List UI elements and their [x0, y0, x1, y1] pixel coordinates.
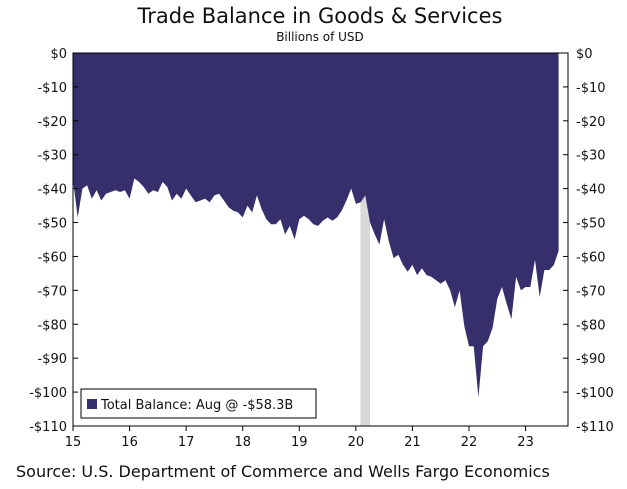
chart-title: Trade Balance in Goods & Services: [137, 4, 503, 28]
y-tick-label-left: -$90: [37, 352, 67, 367]
y-tick-label-right: -$60: [576, 250, 606, 265]
y-tick-label-right: -$90: [576, 352, 606, 367]
y-tick-label-right: -$40: [576, 183, 606, 198]
y-tick-label-left: -$10: [37, 81, 67, 96]
y-tick-label-right: -$80: [576, 318, 606, 333]
x-tick-label: 23: [517, 435, 534, 450]
y-axis-right: $0 -$10 -$20 -$30 -$40 -$50 -$60 -$70 -$80 -$90 -$…: [563, 47, 614, 435]
y-tick-label-right: $0: [576, 47, 593, 62]
plot-frame: [72, 52, 569, 427]
recession-shading-layer: [360, 53, 370, 426]
y-tick-label-right: -$100: [576, 386, 614, 401]
y-tick-label-right: -$20: [576, 115, 606, 130]
y-tick-label-left: -$30: [37, 149, 67, 164]
legend-box: [80, 388, 317, 419]
y-tick-label-right: -$50: [576, 217, 606, 232]
legend-label: Total Balance: Aug @ -$58.3B: [100, 398, 293, 413]
x-tick-label: 20: [348, 435, 365, 450]
recession-bar: [360, 53, 370, 426]
x-axis: 15 16 17 18 19 20 21 22 23: [65, 426, 534, 450]
x-tick-label: 21: [404, 435, 421, 450]
x-tick-label: 18: [234, 435, 251, 450]
chart-subtitle: Billions of USD: [276, 30, 364, 44]
y-tick-label-right: -$110: [576, 420, 614, 435]
y-tick-label-left: -$100: [29, 386, 67, 401]
y-tick-label-right: -$70: [576, 284, 606, 299]
series-area-layer: [73, 53, 559, 398]
y-tick-label-left: -$110: [29, 420, 67, 435]
y-axis-left: $0 -$10 -$20 -$30 -$40 -$50 -$60 -$70 -$80 -$90 -$…: [29, 47, 78, 435]
y-tick-label-left: -$50: [37, 217, 67, 232]
x-tick-label: 16: [121, 435, 138, 450]
x-tick-label: 22: [461, 435, 478, 450]
chart-source: Source: U.S. Department of Commerce and …: [16, 462, 550, 481]
y-tick-label-left: -$80: [37, 318, 67, 333]
x-tick-label: 15: [65, 435, 82, 450]
y-tick-label-right: -$10: [576, 81, 606, 96]
legend: Total Balance: Aug @ -$58.3B: [80, 388, 317, 419]
y-tick-label-left: $0: [50, 47, 67, 62]
legend-swatch: [87, 399, 97, 409]
x-tick-label: 19: [291, 435, 308, 450]
y-tick-label-right: -$30: [576, 149, 606, 164]
y-tick-label-left: -$20: [37, 115, 67, 130]
y-tick-label-left: -$70: [37, 284, 67, 299]
x-tick-label: 17: [178, 435, 195, 450]
y-tick-label-left: -$40: [37, 183, 67, 198]
series-area-total-balance: [73, 53, 559, 398]
y-tick-label-left: -$60: [37, 250, 67, 265]
